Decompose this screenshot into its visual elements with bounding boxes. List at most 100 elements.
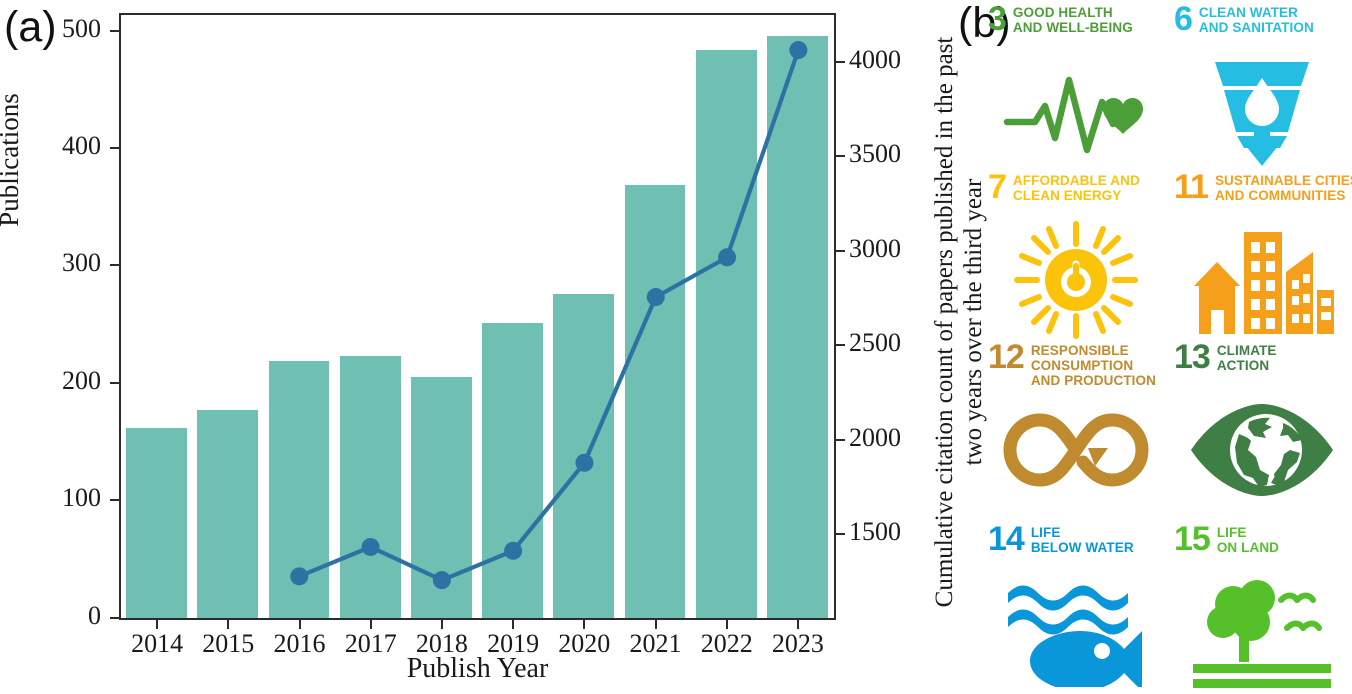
- sdg-row: 14 Life Below Water 15 Life on Land: [988, 520, 1352, 694]
- citation-point-2023: [789, 41, 808, 60]
- sdg-title-line: Climate: [1216, 343, 1277, 358]
- bar-2015: [197, 410, 259, 618]
- sdg-tile-12[interactable]: 12 Responsible Consumption and Production: [988, 338, 1164, 512]
- sdg-title: Responsible Consumption and Production: [1031, 342, 1156, 388]
- x-axis-tick-label-2022: 2022: [700, 629, 753, 658]
- sdg-tile-11[interactable]: 11 Sustainable Cities and Communities: [1174, 168, 1352, 342]
- sdg-number: 11: [1174, 168, 1209, 206]
- x-axis-tick-label-2020: 2020: [558, 629, 611, 658]
- sdg-row: 12 Responsible Consumption and Production 1…: [988, 338, 1352, 512]
- x-axis-tick-label-2019: 2019: [487, 629, 540, 658]
- citation-point-2022: [718, 248, 737, 267]
- sdg-header: 12 Responsible Consumption and Production: [988, 338, 1164, 388]
- sdg-number: 13: [1174, 338, 1211, 376]
- publications-citations-chart: (a) Publications Cumulative citation cou…: [0, 3, 987, 685]
- sdg-header: 7 Affordable and Clean Energy: [988, 170, 1164, 218]
- sdg-title-line: Life: [1216, 525, 1247, 540]
- sdg-title-line: Consumption: [1030, 358, 1134, 373]
- sdg-icon-grid: (b) 3 Good Health and Well-being 6 Clean Wa…: [958, 0, 1352, 689]
- citation-point-2019: [504, 541, 523, 560]
- y-axis-tick: [110, 147, 119, 150]
- x-axis-tick-label-2023: 2023: [771, 629, 824, 658]
- sdg-tile-3[interactable]: 3 Good Health and Well-being: [988, 0, 1164, 174]
- x-axis-tick: [298, 620, 301, 629]
- sdg-header: 14 Life Below Water: [988, 522, 1164, 570]
- sdg-number: 15: [1174, 520, 1211, 558]
- citation-line-layer: [290, 41, 808, 590]
- y2-axis-tick: [836, 438, 845, 441]
- city-buildings-icon: [1174, 220, 1350, 340]
- globe-eye-icon: [1174, 390, 1350, 510]
- sdg-title-line: Life: [1030, 525, 1061, 540]
- sdg-tile-6[interactable]: 6 Clean Water and Sanitation: [1174, 2, 1350, 174]
- sdg-tile-14[interactable]: 14 Life Below Water: [988, 522, 1164, 694]
- y2-axis-tick-label: 4000: [849, 44, 901, 74]
- citation-point-2018: [432, 571, 451, 590]
- y2-axis-tick: [836, 249, 845, 252]
- y-axis-tick-label: 400: [62, 131, 101, 161]
- y2-axis-tick: [836, 344, 845, 347]
- sdg-tile-13[interactable]: 13 Climate Action: [1174, 338, 1350, 512]
- sdg-title-line: and Communities: [1214, 188, 1346, 203]
- y-axis-tick: [110, 616, 119, 619]
- y2-axis-tick-label: 2000: [849, 422, 901, 452]
- sdg-title-line: Clean Water: [1198, 5, 1299, 20]
- sdg-title-line: Responsible: [1030, 343, 1129, 358]
- y-axis-tick-label: 200: [62, 365, 101, 395]
- x-axis-label: Publish Year: [406, 653, 549, 684]
- y-axis-tick: [110, 499, 119, 502]
- x-axis-tick: [796, 620, 799, 629]
- y-axis-tick: [110, 381, 119, 384]
- citation-point-2016: [290, 567, 309, 586]
- sdg-header: 3 Good Health and Well-being: [988, 0, 1164, 50]
- plot-area: [119, 13, 836, 620]
- x-axis-tick: [369, 620, 372, 629]
- bar-2019: [482, 323, 544, 618]
- sdg-title: Good Health and Well-being: [1013, 4, 1133, 35]
- sdg-header: 15 Life on Land: [1174, 520, 1350, 570]
- bar-2021: [624, 184, 686, 618]
- y-axis-tick-label: 300: [62, 248, 101, 278]
- x-axis-tick: [156, 620, 159, 629]
- bar-2017: [339, 356, 401, 618]
- y2-axis-tick-label: 1500: [849, 517, 901, 547]
- y-axis-tick: [110, 29, 119, 32]
- sdg-title-line: and Well-being: [1012, 20, 1133, 35]
- x-axis-tick-label-2016: 2016: [273, 629, 326, 658]
- sdg-title: Life Below Water: [1031, 524, 1134, 555]
- sdg-tile-15[interactable]: 15 Life on Land: [1174, 520, 1350, 694]
- y2-axis-tick-label: 2500: [849, 328, 901, 358]
- y-axis-label-right: Cumulative citation count of papers publ…: [931, 36, 987, 608]
- x-axis-tick: [512, 620, 515, 629]
- sun-power-icon: [988, 220, 1164, 340]
- panel-a-label: (a): [4, 3, 57, 51]
- infinity-arrow-icon: [988, 390, 1164, 510]
- sdg-title: Sustainable Cities and Communities: [1215, 172, 1352, 203]
- sdg-title-line: Below Water: [1030, 540, 1134, 555]
- y2-axis-tick-label: 3500: [849, 139, 901, 169]
- sdg-title: Clean Water and Sanitation: [1199, 4, 1314, 35]
- x-axis-tick-label-2014: 2014: [131, 629, 184, 658]
- sdg-title: Climate Action: [1217, 342, 1277, 373]
- x-axis-tick: [227, 620, 230, 629]
- sdg-number: 12: [988, 338, 1025, 376]
- panel-b-label: (b): [958, 0, 1011, 47]
- sdg-number: 3: [988, 0, 1007, 38]
- y-axis-tick-label: 0: [88, 600, 101, 630]
- x-axis-tick-label-2015: 2015: [202, 629, 255, 658]
- y2-axis-tick: [836, 155, 845, 158]
- sdg-title-line: and Production: [1030, 373, 1156, 388]
- x-axis-tick-label-2021: 2021: [629, 629, 682, 658]
- bar-2023: [766, 35, 828, 618]
- x-axis-tick: [583, 620, 586, 629]
- sdg-tile-7[interactable]: 7 Affordable and Clean Energy: [988, 170, 1164, 342]
- sdg-header: 13 Climate Action: [1174, 338, 1350, 388]
- citation-point-2021: [646, 288, 665, 307]
- sdg-title-line: Clean Energy: [1012, 188, 1122, 203]
- sdg-title-line: Action: [1216, 358, 1270, 373]
- water-glass-icon: [1174, 52, 1350, 172]
- sdg-title: Affordable and Clean Energy: [1013, 172, 1140, 203]
- fish-waves-icon: [988, 572, 1164, 692]
- sdg-header: 11 Sustainable Cities and Communities: [1174, 168, 1352, 218]
- tree-birds-icon: [1174, 572, 1350, 692]
